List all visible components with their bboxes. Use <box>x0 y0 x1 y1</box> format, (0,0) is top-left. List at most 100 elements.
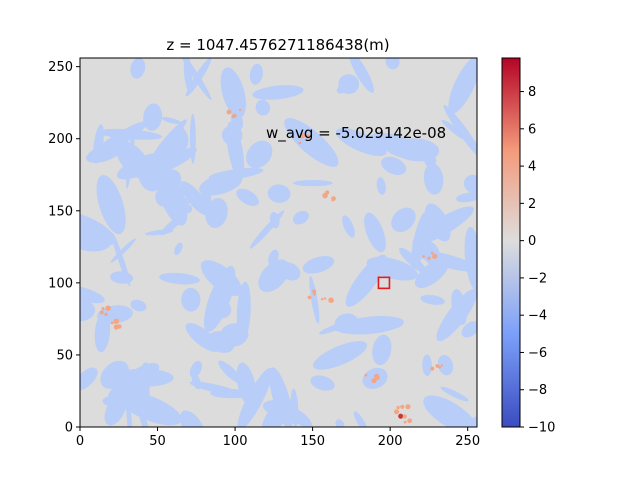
negative-patch <box>189 360 202 378</box>
colorbar-tick-label: −2 <box>528 271 547 286</box>
negative-patch <box>200 260 243 296</box>
negative-patch <box>199 172 243 196</box>
negative-patch <box>130 299 147 312</box>
negative-patch <box>370 132 427 158</box>
negative-patch <box>423 163 444 195</box>
colorbar-tick-label: 4 <box>528 160 536 175</box>
colorbar-tick-label: 2 <box>528 197 536 212</box>
negative-patch <box>416 250 477 272</box>
negative-patch <box>96 175 126 235</box>
negative-patch <box>236 362 257 407</box>
negative-patch <box>353 411 368 427</box>
negative-patch <box>236 188 259 206</box>
negative-patch <box>292 210 309 225</box>
x-tick-label: 50 <box>149 434 166 449</box>
colorbar-tick-label: 6 <box>528 122 536 137</box>
positive-speck <box>435 364 440 368</box>
chart-title: z = 1047.4576271186438(m) <box>166 36 389 54</box>
negative-patch <box>420 294 445 305</box>
negative-patch <box>111 232 131 287</box>
negative-patch <box>348 58 374 93</box>
colorbar-tick-label: 0 <box>528 234 536 249</box>
negative-patch <box>93 124 104 164</box>
x-tick-label: 200 <box>378 434 403 449</box>
negative-patch <box>174 192 190 205</box>
negative-patch <box>113 368 174 387</box>
positive-speck <box>321 297 324 301</box>
negative-patch <box>145 229 174 236</box>
negative-patch <box>252 85 304 100</box>
colorbar-tick-label: −10 <box>528 421 555 436</box>
negative-patch <box>437 354 454 376</box>
colorbar-tick-label: −8 <box>528 383 547 398</box>
positive-speck <box>238 109 242 112</box>
y-tick-label: 250 <box>48 60 73 75</box>
negative-patch <box>219 323 249 347</box>
negative-patch <box>376 177 386 195</box>
negative-patch <box>218 360 243 384</box>
negative-patch <box>463 174 477 194</box>
heatmap-field <box>80 58 477 427</box>
positive-speck <box>396 405 400 410</box>
positive-speck <box>110 321 114 325</box>
x-tick-label: 100 <box>223 434 248 449</box>
y-tick-label: 50 <box>56 348 73 363</box>
positive-speck <box>331 196 336 201</box>
negative-patch <box>443 104 477 160</box>
positive-speck <box>402 414 407 419</box>
positive-speck <box>398 413 404 419</box>
negative-patch <box>151 119 187 160</box>
negative-patch <box>180 181 210 216</box>
positive-speck <box>99 310 104 315</box>
negative-patch <box>312 341 368 370</box>
negative-patch <box>118 391 182 426</box>
positive-speck <box>403 420 407 424</box>
negative-patch <box>125 392 134 427</box>
colorbar <box>501 57 521 428</box>
negative-patch <box>174 242 183 256</box>
positive-speck <box>427 256 431 260</box>
positive-speck <box>113 318 119 324</box>
colorbar-tick-label: 8 <box>528 85 536 100</box>
negative-patch <box>381 156 407 175</box>
negative-patch <box>255 99 271 116</box>
colorbar-tick-label: −4 <box>528 309 547 324</box>
negative-patch <box>448 58 477 114</box>
negative-patch <box>456 192 477 203</box>
negative-patch <box>302 256 335 274</box>
negative-patch <box>284 118 339 167</box>
y-axis: 0 50 100 150 200 250 <box>48 60 80 436</box>
negative-patch <box>159 272 200 285</box>
negative-patch <box>110 238 137 263</box>
negative-patch <box>189 381 241 396</box>
negative-patch <box>80 235 110 252</box>
positive-speck <box>325 190 330 195</box>
negative-patch <box>335 128 387 157</box>
negative-patch <box>80 367 98 391</box>
colorbar-axis: −10 −8 −6 −4 −2 0 2 4 6 8 <box>520 85 555 436</box>
negative-patch <box>80 285 105 304</box>
positive-speck <box>394 409 400 415</box>
negative-patch <box>258 259 290 293</box>
positive-speck <box>299 133 305 139</box>
negative-patch <box>385 58 400 70</box>
negative-patch <box>423 395 477 427</box>
positive-speck <box>307 295 312 300</box>
negative-patch <box>90 121 148 158</box>
negative-patch <box>292 179 333 187</box>
positive-speck <box>364 373 368 377</box>
positive-speck <box>305 134 311 139</box>
negative-patch <box>424 203 451 242</box>
negative-patch <box>372 334 392 366</box>
negative-patch <box>411 211 429 270</box>
negative-patch <box>138 165 161 192</box>
negative-patch <box>80 212 117 246</box>
positive-speck <box>105 305 111 311</box>
negative-patch <box>143 103 163 131</box>
negative-patch <box>261 397 292 427</box>
x-tick-label: 0 <box>76 434 84 449</box>
negative-patch <box>130 58 146 79</box>
negative-patch <box>221 125 243 146</box>
y-tick-label: 200 <box>48 132 73 147</box>
negative-patch <box>391 207 416 233</box>
